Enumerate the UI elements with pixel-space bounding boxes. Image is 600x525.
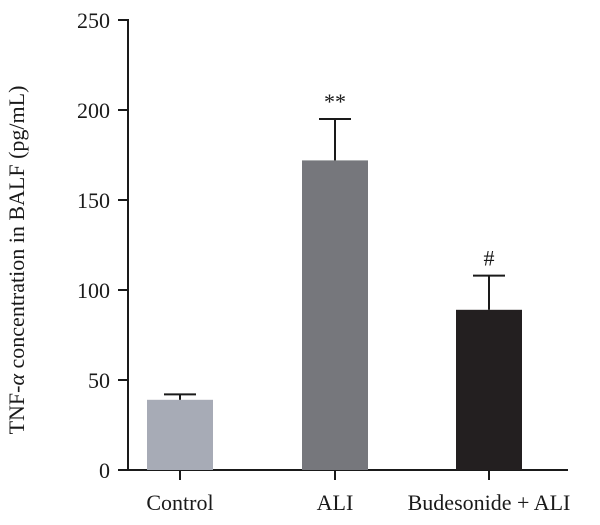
bars: ** #: [147, 89, 522, 470]
x-tick-label: Budesonide + ALI: [408, 490, 571, 515]
y-tick-label: 50: [88, 368, 110, 393]
y-axis-title-prefix: TNF-: [4, 386, 29, 435]
y-axis-ticks: 0 50 100 150 200 250: [77, 8, 128, 483]
y-axis-title-greek: α: [4, 374, 29, 386]
y-tick-label: 150: [77, 188, 110, 213]
y-axis-title: TNF-α concentration in BALF (pg/mL): [4, 86, 29, 435]
y-tick-label: 0: [99, 458, 110, 483]
x-tick-label: Control: [146, 490, 213, 515]
x-axis-ticks: Control ALI Budesonide + ALI: [146, 470, 570, 515]
y-tick-label: 250: [77, 8, 110, 33]
y-tick-label: 200: [77, 98, 110, 123]
bar: [147, 399, 213, 470]
y-axis-title-suffix: concentration in BALF (pg/mL): [4, 86, 29, 374]
bar: [456, 309, 522, 470]
significance-marker: #: [484, 246, 495, 271]
significance-marker: **: [324, 89, 346, 114]
x-tick-label: ALI: [317, 490, 354, 515]
y-tick-label: 100: [77, 278, 110, 303]
bar: [302, 160, 368, 470]
